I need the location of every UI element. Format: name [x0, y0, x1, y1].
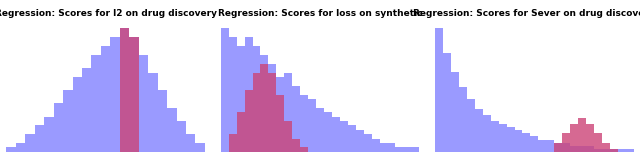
Bar — [340, 121, 348, 152]
Bar — [292, 139, 300, 152]
Bar — [586, 146, 594, 152]
Bar — [237, 112, 244, 152]
Bar — [244, 37, 253, 152]
Bar — [578, 118, 586, 152]
Bar — [72, 77, 82, 152]
Bar — [396, 148, 403, 152]
Bar — [139, 55, 148, 152]
Bar — [562, 143, 570, 152]
Bar — [602, 143, 610, 152]
Bar — [332, 117, 340, 152]
Bar — [101, 46, 110, 152]
Bar — [63, 90, 72, 152]
Bar — [578, 146, 586, 152]
Bar — [284, 121, 292, 152]
Bar — [300, 95, 308, 152]
Bar — [284, 73, 292, 152]
Bar — [260, 55, 268, 152]
Bar — [570, 124, 578, 152]
Bar — [120, 29, 129, 152]
Bar — [260, 64, 268, 152]
Bar — [475, 109, 483, 152]
Bar — [610, 149, 618, 152]
Bar — [547, 140, 554, 152]
Bar — [35, 125, 44, 152]
Bar — [586, 124, 594, 152]
Bar — [626, 149, 634, 152]
Bar — [602, 149, 610, 152]
Bar — [237, 46, 244, 152]
Bar — [26, 134, 35, 152]
Bar — [157, 90, 167, 152]
Bar — [364, 134, 372, 152]
Bar — [129, 37, 139, 152]
Bar — [54, 103, 63, 152]
Bar — [483, 115, 491, 152]
Bar — [186, 134, 195, 152]
Bar — [292, 86, 300, 152]
Title: Regression: Scores for loss on synthetic: Regression: Scores for loss on synthetic — [218, 9, 422, 18]
Title: Regression: Scores for l2 on drug discovery: Regression: Scores for l2 on drug discov… — [0, 9, 217, 18]
Bar — [403, 148, 412, 152]
Bar — [228, 134, 237, 152]
Bar — [276, 95, 284, 152]
Bar — [268, 64, 276, 152]
Bar — [253, 46, 260, 152]
Bar — [324, 112, 332, 152]
Bar — [82, 68, 92, 152]
Bar — [92, 55, 101, 152]
Bar — [244, 90, 253, 152]
Bar — [348, 125, 356, 152]
Bar — [129, 37, 139, 152]
Bar — [570, 146, 578, 152]
Bar — [412, 148, 419, 152]
Bar — [110, 37, 120, 152]
Bar — [491, 121, 499, 152]
Bar — [195, 143, 205, 152]
Bar — [44, 117, 54, 152]
Bar — [443, 53, 451, 152]
Bar — [268, 73, 276, 152]
Bar — [356, 130, 364, 152]
Bar — [6, 148, 16, 152]
Bar — [387, 143, 396, 152]
Bar — [120, 29, 129, 152]
Bar — [148, 73, 157, 152]
Bar — [531, 136, 538, 152]
Bar — [177, 121, 186, 152]
Bar — [308, 99, 316, 152]
Title: Regression: Scores for Sever on drug discovery: Regression: Scores for Sever on drug dis… — [413, 9, 640, 18]
Bar — [499, 124, 507, 152]
Bar — [554, 143, 562, 152]
Bar — [372, 139, 380, 152]
Bar — [435, 29, 443, 152]
Bar — [221, 29, 228, 152]
Bar — [459, 87, 467, 152]
Bar — [300, 148, 308, 152]
Bar — [522, 133, 531, 152]
Bar — [167, 108, 177, 152]
Bar — [610, 149, 618, 152]
Bar — [538, 140, 547, 152]
Bar — [276, 77, 284, 152]
Bar — [515, 130, 522, 152]
Bar — [316, 108, 324, 152]
Bar — [594, 149, 602, 152]
Bar — [467, 100, 475, 152]
Bar — [16, 143, 26, 152]
Bar — [554, 143, 562, 152]
Bar — [618, 149, 626, 152]
Bar — [228, 37, 237, 152]
Bar — [507, 127, 515, 152]
Bar — [562, 133, 570, 152]
Bar — [594, 133, 602, 152]
Bar — [253, 73, 260, 152]
Bar — [451, 72, 459, 152]
Bar — [380, 143, 387, 152]
